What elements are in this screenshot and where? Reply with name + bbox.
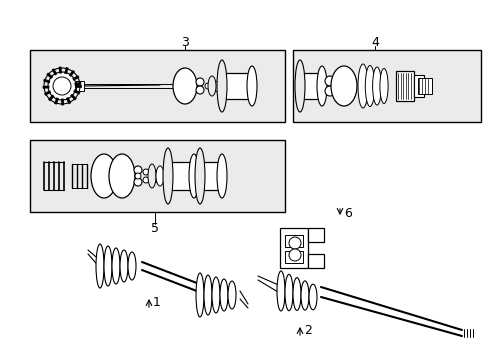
Ellipse shape [134, 166, 142, 174]
Ellipse shape [276, 271, 285, 311]
Bar [292, 50, 480, 122]
Ellipse shape [212, 277, 220, 313]
Ellipse shape [91, 154, 117, 198]
Bar [280, 228, 307, 268]
Ellipse shape [207, 76, 216, 96]
Ellipse shape [372, 67, 381, 105]
Bar [307, 254, 324, 268]
Ellipse shape [135, 173, 141, 179]
Ellipse shape [142, 177, 149, 183]
Ellipse shape [365, 66, 374, 107]
Bar [222, 73, 251, 99]
Bar [395, 71, 413, 101]
Ellipse shape [96, 244, 104, 288]
Ellipse shape [195, 148, 204, 204]
Ellipse shape [128, 252, 136, 280]
Ellipse shape [227, 281, 236, 309]
Text: 1: 1 [153, 296, 161, 309]
Ellipse shape [246, 66, 257, 106]
Ellipse shape [163, 148, 173, 204]
Ellipse shape [357, 64, 367, 108]
Ellipse shape [196, 273, 203, 317]
Ellipse shape [308, 284, 316, 310]
Ellipse shape [109, 154, 135, 198]
Ellipse shape [288, 237, 301, 249]
Bar [285, 251, 303, 263]
Ellipse shape [220, 279, 227, 311]
Ellipse shape [217, 154, 226, 198]
Bar [30, 50, 285, 122]
Ellipse shape [325, 86, 334, 96]
Ellipse shape [173, 68, 197, 104]
Ellipse shape [48, 72, 76, 100]
Text: 5: 5 [151, 221, 159, 234]
Bar [413, 75, 423, 97]
Ellipse shape [142, 169, 149, 175]
Ellipse shape [301, 281, 308, 310]
Ellipse shape [196, 78, 203, 86]
Ellipse shape [104, 246, 112, 286]
Bar [307, 228, 324, 242]
Ellipse shape [217, 60, 226, 112]
Ellipse shape [379, 68, 387, 104]
Ellipse shape [112, 248, 120, 284]
Bar [361, 75, 387, 97]
Text: 4: 4 [370, 36, 378, 49]
Ellipse shape [316, 66, 326, 106]
Bar [417, 78, 431, 94]
Text: 3: 3 [181, 36, 188, 49]
Bar [212, 81, 218, 91]
Ellipse shape [203, 275, 212, 315]
Ellipse shape [294, 60, 305, 112]
Ellipse shape [292, 278, 301, 310]
Ellipse shape [196, 86, 203, 94]
Bar [30, 140, 285, 212]
Bar [168, 162, 194, 190]
Text: 6: 6 [344, 207, 351, 220]
Ellipse shape [134, 178, 142, 186]
Bar [200, 162, 222, 190]
Ellipse shape [288, 249, 301, 261]
Ellipse shape [53, 77, 71, 95]
Text: 2: 2 [304, 324, 311, 337]
Ellipse shape [120, 250, 128, 282]
Ellipse shape [189, 154, 199, 198]
Ellipse shape [285, 274, 292, 311]
Bar [299, 73, 321, 99]
Ellipse shape [156, 166, 163, 186]
Bar [76, 81, 84, 91]
Bar [152, 170, 160, 182]
Ellipse shape [204, 83, 210, 89]
Ellipse shape [325, 76, 334, 86]
Ellipse shape [330, 66, 356, 106]
Ellipse shape [148, 164, 156, 188]
Bar [285, 235, 303, 247]
